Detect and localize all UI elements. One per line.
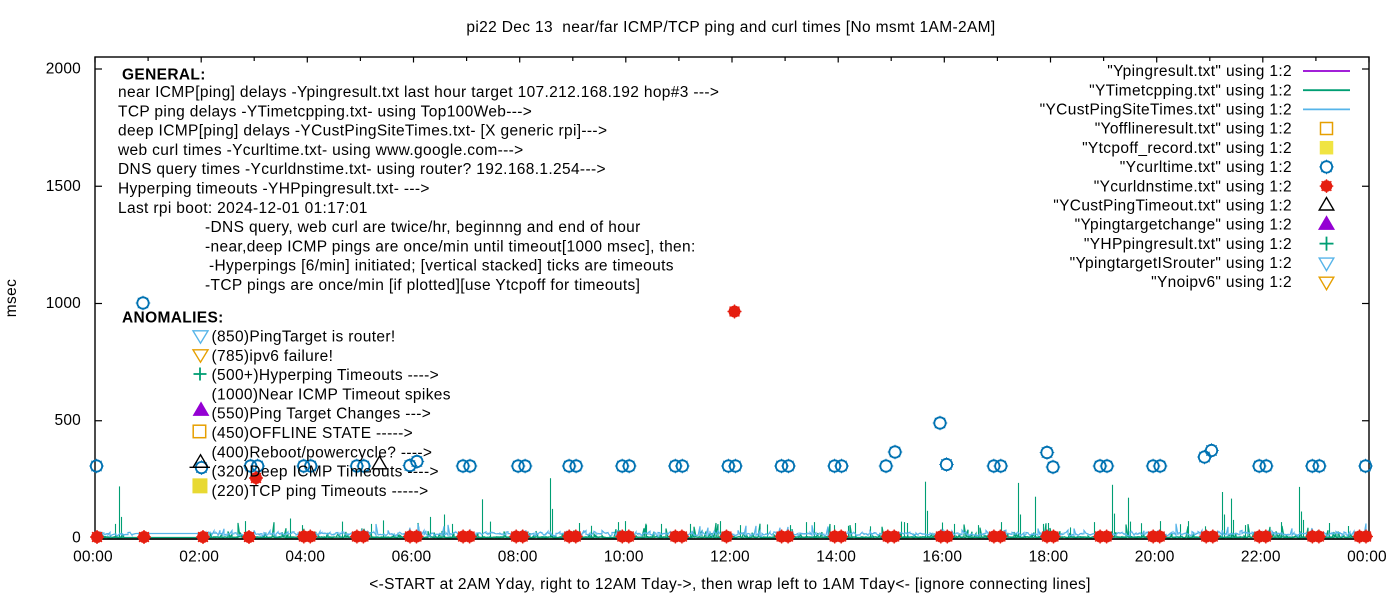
- svg-text:ANOMALIES:: ANOMALIES:: [122, 310, 224, 327]
- svg-text:DNS query times -Ycurldnstime.: DNS query times -Ycurldnstime.txt- using…: [118, 161, 606, 178]
- svg-text:TCP ping delays -YTimetcpping.: TCP ping delays -YTimetcpping.txt- using…: [118, 103, 532, 120]
- svg-text:deep ICMP[ping] delays -YCustP: deep ICMP[ping] delays -YCustPingSiteTim…: [118, 123, 607, 140]
- svg-text:-near,deep ICMP pings are once: -near,deep ICMP pings are once/min until…: [205, 238, 696, 255]
- svg-text:(785)ipv6 failure!: (785)ipv6 failure!: [212, 348, 334, 365]
- svg-text:-Hyperpings [6/min] initiated;: -Hyperpings [6/min] initiated; [vertical…: [209, 258, 674, 275]
- svg-text:18:00: 18:00: [1029, 549, 1069, 566]
- svg-text:"Ypingtargetchange" using 1:2: "Ypingtargetchange" using 1:2: [1075, 217, 1292, 234]
- svg-text:(400)Reboot/powercycle? ---->: (400)Reboot/powercycle? ---->: [212, 444, 433, 461]
- svg-text:1500: 1500: [46, 178, 81, 195]
- svg-text:"Ytcpoff_record.txt" using 1:2: "Ytcpoff_record.txt" using 1:2: [1082, 140, 1292, 157]
- svg-text:(850)PingTarget is router!: (850)PingTarget is router!: [212, 329, 396, 346]
- svg-text:near ICMP[ping] delays -Ypingr: near ICMP[ping] delays -Ypingresult.txt …: [118, 84, 719, 101]
- svg-text:-DNS query, web curl are twice: -DNS query, web curl are twice/hr, begin…: [205, 219, 641, 236]
- svg-text:22:00: 22:00: [1241, 549, 1281, 566]
- svg-text:02:00: 02:00: [179, 549, 219, 566]
- svg-text:0: 0: [72, 530, 81, 547]
- svg-text:-TCP pings are once/min [if pl: -TCP pings are once/min [if plotted][use…: [205, 277, 640, 294]
- svg-text:(500+)Hyperping Timeouts ---->: (500+)Hyperping Timeouts ---->: [212, 367, 440, 384]
- svg-text:"Ypingresult.txt" using 1:2: "Ypingresult.txt" using 1:2: [1107, 63, 1292, 80]
- svg-text:12:00: 12:00: [710, 549, 750, 566]
- svg-text:(550)Ping Target Changes --->: (550)Ping Target Changes --->: [212, 406, 432, 423]
- svg-text:msec: msec: [3, 279, 20, 317]
- svg-text:web curl times -Ycurltime.txt-: web curl times -Ycurltime.txt- using www…: [117, 142, 524, 159]
- svg-text:Last rpi boot: 2024-12-01 01:1: Last rpi boot: 2024-12-01 01:17:01: [118, 200, 368, 217]
- svg-text:500: 500: [55, 412, 82, 429]
- svg-text:"YCustPingSiteTimes.txt" using: "YCustPingSiteTimes.txt" using 1:2: [1040, 102, 1292, 119]
- svg-text:1000: 1000: [46, 295, 81, 312]
- svg-text:"Ycurltime.txt" using 1:2: "Ycurltime.txt" using 1:2: [1120, 159, 1292, 176]
- svg-text:"YHPpingresult.txt" using 1:2: "YHPpingresult.txt" using 1:2: [1084, 236, 1292, 253]
- svg-text:(1000)Near ICMP Timeout spikes: (1000)Near ICMP Timeout spikes: [212, 386, 451, 403]
- svg-text:GENERAL:: GENERAL:: [122, 67, 206, 84]
- svg-text:08:00: 08:00: [498, 549, 538, 566]
- svg-text:"YCustPingTimeout.txt" using 1: "YCustPingTimeout.txt" using 1:2: [1053, 198, 1292, 215]
- svg-text:16:00: 16:00: [922, 549, 962, 566]
- svg-text:"Ycurldnstime.txt" using 1:2: "Ycurldnstime.txt" using 1:2: [1094, 178, 1292, 195]
- svg-text:Hyperping timeouts -YHPpingres: Hyperping timeouts -YHPpingresult.txt- -…: [118, 181, 430, 198]
- svg-text:00:00: 00:00: [73, 549, 113, 566]
- svg-text:20:00: 20:00: [1135, 549, 1175, 566]
- svg-text:14:00: 14:00: [816, 549, 856, 566]
- svg-text:"YpingtargetISrouter" using 1:: "YpingtargetISrouter" using 1:2: [1070, 255, 1292, 272]
- svg-text:"Ynoipv6" using 1:2: "Ynoipv6" using 1:2: [1151, 274, 1292, 291]
- svg-text:"Yofflineresult.txt" using 1:2: "Yofflineresult.txt" using 1:2: [1095, 121, 1292, 138]
- svg-text:(320)Deep ICMP Timeouts ---->: (320)Deep ICMP Timeouts ---->: [212, 464, 439, 481]
- svg-text:"YTimetcpping.txt" using 1:2: "YTimetcpping.txt" using 1:2: [1089, 82, 1292, 99]
- svg-text:00:00: 00:00: [1347, 549, 1387, 566]
- svg-text:06:00: 06:00: [392, 549, 432, 566]
- svg-text:(220)TCP ping Timeouts ----->: (220)TCP ping Timeouts ----->: [212, 483, 429, 500]
- svg-text:10:00: 10:00: [604, 549, 644, 566]
- svg-text:pi22 Dec 13 near/far ICMP/TCP: pi22 Dec 13 near/far ICMP/TCP ping and c…: [466, 19, 995, 36]
- svg-text:2000: 2000: [46, 61, 81, 78]
- svg-text:(450)OFFLINE STATE ----->: (450)OFFLINE STATE ----->: [212, 425, 414, 442]
- svg-text:04:00: 04:00: [285, 549, 325, 566]
- svg-text:<-START at 2AM Yday, right to: <-START at 2AM Yday, right to 12AM Tday-…: [369, 576, 1091, 593]
